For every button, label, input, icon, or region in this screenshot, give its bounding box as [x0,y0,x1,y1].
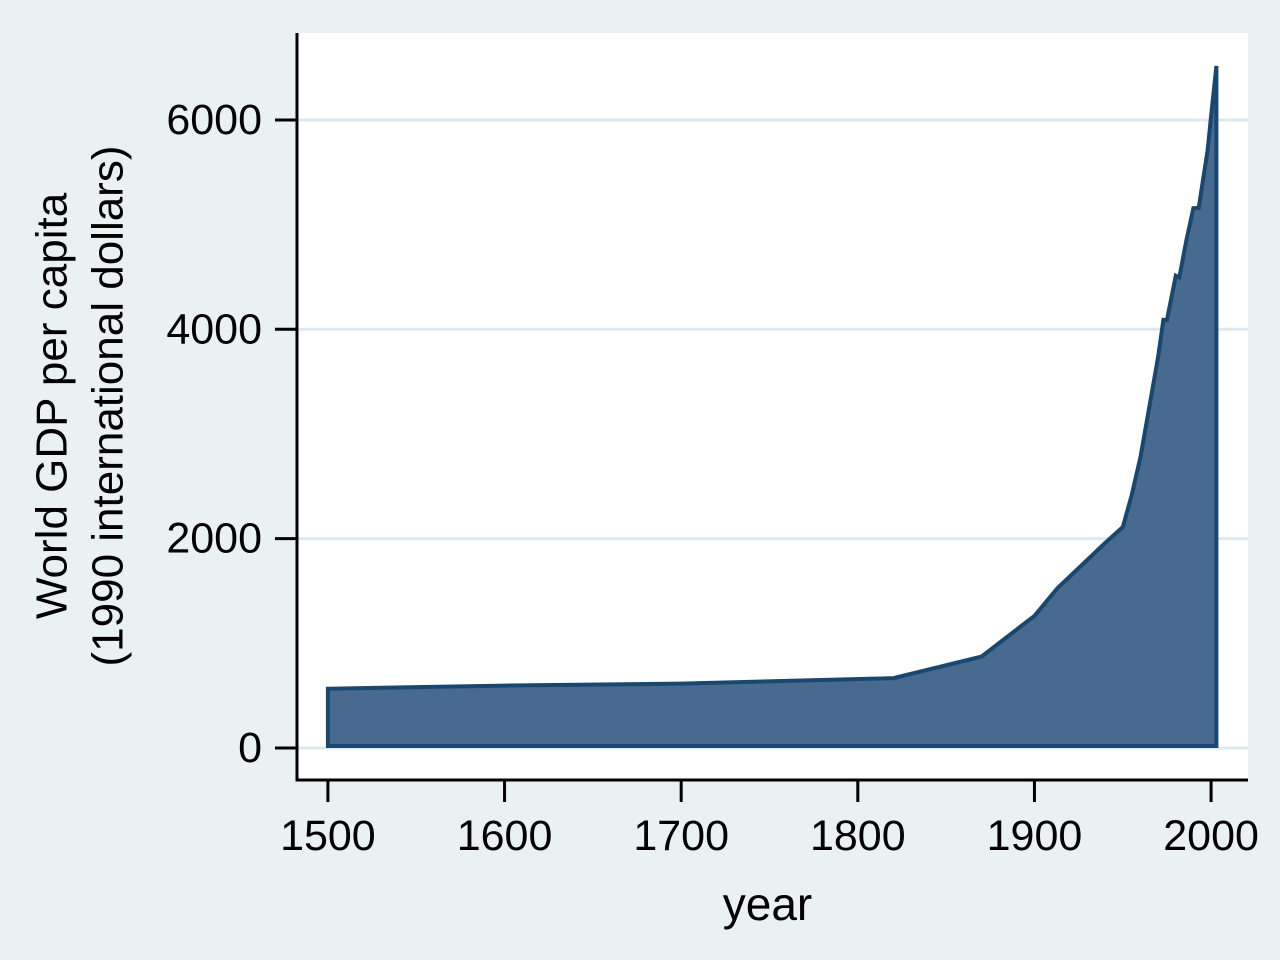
x-tick-label-1700: 1700 [633,812,729,860]
x-axis-ticks: 1500 1600 1700 1800 1900 2000 [280,780,1259,860]
x-tick-label-1600: 1600 [457,812,553,860]
y-axis-title: World GDP per capita (1990 international… [28,146,133,667]
y-tick-label-2000: 2000 [166,515,262,563]
x-tick-label-1500: 1500 [280,812,376,860]
axes [295,33,1248,782]
y-tick-label-4000: 4000 [166,305,262,353]
x-tick-label-1800: 1800 [810,812,906,860]
y-tick-label-0: 0 [238,724,262,772]
gdp-area-series [325,65,1219,748]
y-axis-title-line1: World GDP per capita [28,192,77,619]
y-axis-ticks: 0 2000 4000 6000 [166,96,297,772]
y-axis-title-line2: (1990 international dollars) [84,146,133,667]
x-tick-label-1900: 1900 [987,812,1083,860]
x-tick-label-2000: 2000 [1163,812,1259,860]
y-tick-label-6000: 6000 [166,96,262,144]
x-axis-title: year [723,878,812,930]
gdp-area-polygon [325,65,1219,748]
